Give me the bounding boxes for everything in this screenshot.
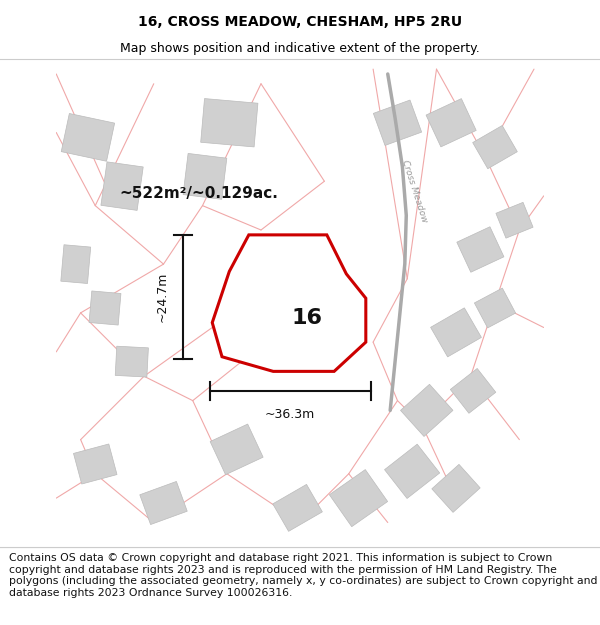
Text: Map shows position and indicative extent of the property.: Map shows position and indicative extent… xyxy=(120,41,480,54)
Polygon shape xyxy=(273,484,322,531)
Polygon shape xyxy=(140,481,187,524)
Polygon shape xyxy=(496,202,533,238)
Polygon shape xyxy=(101,162,143,211)
Polygon shape xyxy=(210,424,263,475)
Polygon shape xyxy=(401,384,453,436)
Polygon shape xyxy=(61,114,115,161)
Polygon shape xyxy=(183,153,227,199)
Text: ~36.3m: ~36.3m xyxy=(265,408,316,421)
Polygon shape xyxy=(115,346,148,377)
Polygon shape xyxy=(426,99,476,147)
Polygon shape xyxy=(212,235,366,371)
Text: Contains OS data © Crown copyright and database right 2021. This information is : Contains OS data © Crown copyright and d… xyxy=(9,553,598,598)
Polygon shape xyxy=(473,126,517,169)
Polygon shape xyxy=(475,288,515,328)
Polygon shape xyxy=(73,444,117,484)
Polygon shape xyxy=(61,245,91,284)
Polygon shape xyxy=(329,469,388,527)
Polygon shape xyxy=(373,100,422,146)
Polygon shape xyxy=(89,291,121,325)
Polygon shape xyxy=(451,369,496,413)
Polygon shape xyxy=(385,444,440,499)
Text: Cross Meadow: Cross Meadow xyxy=(400,159,429,223)
Text: ~24.7m: ~24.7m xyxy=(155,272,169,322)
Text: 16, CROSS MEADOW, CHESHAM, HP5 2RU: 16, CROSS MEADOW, CHESHAM, HP5 2RU xyxy=(138,15,462,29)
Text: ~522m²/~0.129ac.: ~522m²/~0.129ac. xyxy=(119,186,278,201)
Polygon shape xyxy=(457,227,504,272)
Polygon shape xyxy=(200,99,258,147)
Polygon shape xyxy=(431,308,481,357)
Text: 16: 16 xyxy=(292,308,323,328)
Polygon shape xyxy=(432,464,480,512)
